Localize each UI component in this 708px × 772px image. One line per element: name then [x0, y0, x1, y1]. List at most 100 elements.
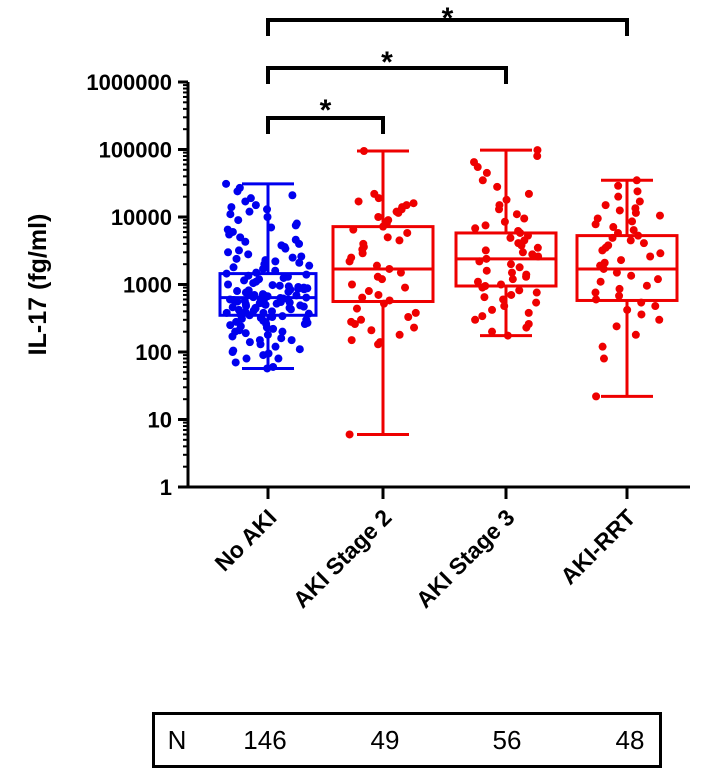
- n-value-aki-stage-2: 49: [370, 725, 400, 755]
- data-point: [488, 305, 497, 314]
- y-tick-label: 1: [160, 475, 172, 500]
- data-point: [514, 227, 523, 236]
- data-point: [233, 287, 242, 296]
- data-point: [409, 199, 418, 208]
- x-tick-label: AKI Stage 3: [411, 504, 520, 613]
- data-point: [284, 282, 293, 291]
- data-point: [277, 334, 286, 343]
- data-point: [347, 336, 356, 345]
- data-point: [488, 327, 497, 336]
- data-point: [506, 233, 515, 242]
- data-point: [626, 236, 635, 245]
- data-point: [385, 264, 394, 273]
- data-point: [224, 280, 233, 289]
- data-point: [396, 268, 405, 277]
- data-point: [234, 246, 243, 255]
- data-point: [403, 228, 412, 237]
- significance-bracket: [266, 66, 508, 84]
- data-point: [245, 207, 254, 216]
- y-tick-label: 100: [135, 340, 172, 365]
- iqr-box: [218, 272, 318, 317]
- data-point: [374, 290, 383, 299]
- data-point: [251, 201, 260, 210]
- data-point: [481, 246, 490, 255]
- data-point: [234, 305, 243, 314]
- y-tick-label: 10: [148, 408, 172, 433]
- data-point: [268, 281, 277, 290]
- data-point: [364, 287, 373, 296]
- data-point: [383, 233, 392, 242]
- data-point: [275, 281, 284, 290]
- data-point: [506, 260, 515, 269]
- data-point: [497, 280, 506, 289]
- n-value-aki-stage-3: 56: [492, 725, 522, 755]
- data-point: [258, 290, 267, 299]
- data-point: [271, 257, 280, 266]
- data-point: [493, 182, 502, 191]
- data-point: [533, 152, 542, 161]
- data-point: [291, 235, 300, 244]
- data-point: [357, 315, 366, 324]
- data-point: [250, 290, 259, 299]
- data-point: [296, 301, 305, 310]
- n-label: N: [167, 725, 187, 755]
- data-point: [288, 253, 297, 262]
- data-point: [633, 187, 642, 196]
- data-point: [222, 179, 231, 188]
- data-point: [242, 354, 251, 363]
- data-point: [292, 219, 301, 228]
- y-axis-label: IL-17 (fg/ml): [24, 214, 52, 356]
- data-point: [269, 362, 278, 371]
- data-point: [367, 326, 376, 335]
- data-point: [374, 213, 383, 221]
- data-point: [592, 392, 601, 401]
- data-point: [347, 280, 356, 289]
- data-point: [480, 293, 489, 302]
- box-plot-chart: 1 10 100 1000 10000 100000 1000000 IL-17 (fg/ml…: [24, 2, 690, 613]
- data-point: [524, 189, 533, 198]
- data-point: [614, 181, 623, 190]
- data-point: [508, 275, 517, 284]
- data-point: [528, 250, 537, 259]
- data-point: [347, 253, 356, 262]
- data-point: [222, 269, 231, 278]
- data-point: [370, 189, 379, 198]
- data-point: [518, 248, 527, 257]
- data-point: [642, 281, 651, 290]
- data-point: [478, 312, 487, 321]
- data-point: [507, 290, 516, 299]
- data-point: [226, 210, 235, 219]
- data-point: [601, 201, 610, 210]
- data-point: [241, 308, 250, 317]
- data-point: [262, 319, 271, 328]
- data-point: [292, 291, 301, 300]
- data-point: [596, 277, 605, 286]
- data-point: [612, 268, 621, 277]
- data-point: [302, 315, 311, 324]
- significance-label: *: [320, 94, 332, 127]
- x-tick-label: No AKI: [210, 504, 282, 576]
- data-point: [252, 268, 261, 277]
- data-point: [502, 195, 511, 204]
- data-point: [651, 302, 660, 311]
- data-point: [284, 295, 293, 304]
- data-point: [522, 270, 531, 279]
- data-point: [634, 231, 643, 240]
- data-point: [229, 346, 238, 355]
- data-point: [615, 284, 624, 293]
- data-point: [236, 233, 245, 242]
- data-point: [263, 213, 272, 221]
- data-point: [288, 191, 297, 200]
- data-point: [229, 263, 238, 272]
- data-point: [268, 313, 277, 322]
- data-point: [274, 354, 283, 363]
- data-point: [395, 236, 404, 245]
- data-point: [598, 342, 607, 351]
- data-point: [278, 312, 287, 321]
- data-point: [261, 256, 270, 265]
- data-point: [593, 214, 602, 223]
- data-point: [495, 201, 504, 210]
- data-point: [592, 295, 601, 304]
- data-point: [470, 158, 479, 167]
- data-point: [232, 254, 241, 263]
